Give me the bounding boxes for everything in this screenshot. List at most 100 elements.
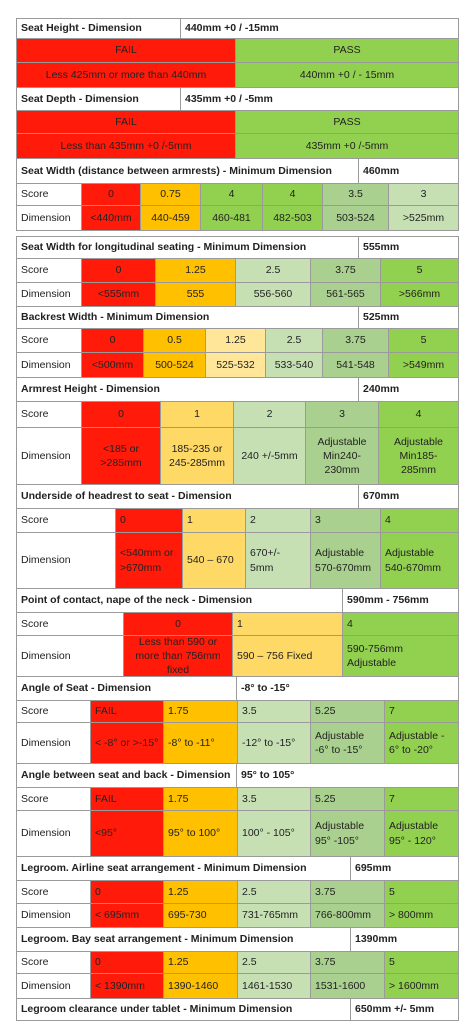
score-cell: 766-800mm xyxy=(310,903,385,928)
score-cell: 2.5 xyxy=(237,951,311,974)
score-cell: 0 xyxy=(81,258,156,283)
score-cell: 1 xyxy=(160,401,234,428)
score-cell: 1.25 xyxy=(163,951,238,974)
score-cell: 533-540 xyxy=(265,352,323,378)
score-cell: 670+/- 5mm xyxy=(245,532,311,589)
score-cell: 2.5 xyxy=(237,880,311,904)
score-cell: 5.25 xyxy=(310,787,385,811)
score-cell: 0 xyxy=(90,880,164,904)
score-cell: 3 xyxy=(305,401,379,428)
score-cell: 1.25 xyxy=(163,880,238,904)
section-title: Seat Depth - Dimension xyxy=(16,87,181,111)
row-label: Score xyxy=(16,401,82,428)
section-title: Seat Width for longitudinal seating - Mi… xyxy=(16,236,359,259)
score-cell: 3.5 xyxy=(237,787,311,811)
score-cell: 695-730 xyxy=(163,903,238,928)
score-cell: 1.75 xyxy=(163,787,238,811)
score-cell: 3.5 xyxy=(322,183,389,206)
section-title: Backrest Width - Minimum Dimension xyxy=(16,306,359,329)
score-cell: Adjustable 540-670mm xyxy=(380,532,459,589)
score-cell: 0 xyxy=(81,328,144,353)
section-spec: 460mm xyxy=(358,158,459,184)
score-cell: 460-481 xyxy=(200,205,263,231)
score-cell: < -8° or >-15° xyxy=(90,722,164,764)
score-cell: <440mm xyxy=(81,205,141,231)
section-spec: 650mm +/- 5mm xyxy=(350,998,459,1021)
score-cell: > 800mm xyxy=(384,903,459,928)
section-spec: 590mm - 756mm xyxy=(342,588,459,613)
row-label: Dimension xyxy=(16,205,82,231)
score-cell: 3.75 xyxy=(310,258,381,283)
section-spec: 240mm xyxy=(358,377,459,402)
section-spec: 670mm xyxy=(358,484,459,509)
score-cell: Adjustable 95° -105° xyxy=(310,810,385,857)
section-title: Seat Width (distance between armrests) -… xyxy=(16,158,359,184)
section-title: Legroom clearance under tablet - Minimum… xyxy=(16,998,351,1021)
score-cell: FAIL xyxy=(90,700,164,723)
score-cell: 435mm +0 /-5mm xyxy=(235,133,459,159)
score-cell: 5 xyxy=(384,880,459,904)
section-title: Seat Height - Dimension xyxy=(16,18,181,39)
score-cell: 1390-1460 xyxy=(163,973,238,999)
score-cell: 5.25 xyxy=(310,700,385,723)
score-cell: Adjustable 570-670mm xyxy=(310,532,381,589)
score-cell: 561-565 xyxy=(310,282,381,307)
score-cell: 1.25 xyxy=(205,328,266,353)
score-cell: 3 xyxy=(388,183,459,206)
score-cell: 555 xyxy=(155,282,236,307)
section-title: Angle of Seat - Dimension xyxy=(16,676,237,701)
score-cell: 4 xyxy=(380,508,459,533)
score-cell: 590 – 756 Fixed xyxy=(232,635,343,677)
score-cell: 5 xyxy=(380,258,459,283)
score-cell: 541-548 xyxy=(322,352,389,378)
row-label: Score xyxy=(16,612,124,636)
score-cell: Less than 435mm +0 /-5mm xyxy=(16,133,236,159)
score-cell: FAIL xyxy=(16,38,236,63)
score-cell: 0.75 xyxy=(140,183,201,206)
row-label: Dimension xyxy=(16,427,82,485)
score-cell: 240 +/-5mm xyxy=(233,427,306,485)
score-cell: <95° xyxy=(90,810,164,857)
score-cell: Adjustable - 6° to -20° xyxy=(384,722,459,764)
section-title: Armrest Height - Dimension xyxy=(16,377,359,402)
score-cell: 4 xyxy=(262,183,323,206)
score-cell: 0 xyxy=(90,951,164,974)
score-cell: -12° to -15° xyxy=(237,722,311,764)
row-label: Score xyxy=(16,258,82,283)
score-cell: 4 xyxy=(378,401,459,428)
section-spec: 555mm xyxy=(358,236,459,259)
section-spec: 525mm xyxy=(358,306,459,329)
score-cell: 3 xyxy=(310,508,381,533)
score-cell: 2 xyxy=(233,401,306,428)
score-cell: 1.25 xyxy=(155,258,236,283)
row-label: Dimension xyxy=(16,722,91,764)
score-cell: 482-503 xyxy=(262,205,323,231)
score-cell: Adjustable Min240-230mm xyxy=(305,427,379,485)
score-cell: 7 xyxy=(384,787,459,811)
row-label: Score xyxy=(16,328,82,353)
row-label: Dimension xyxy=(16,532,116,589)
score-cell: 540 – 670 xyxy=(182,532,246,589)
score-cell: <555mm xyxy=(81,282,156,307)
score-cell: < 1390mm xyxy=(90,973,164,999)
score-cell: 0 xyxy=(123,612,233,636)
section-spec: 695mm xyxy=(350,856,459,881)
score-cell: FAIL xyxy=(16,110,236,134)
score-cell: 440-459 xyxy=(140,205,201,231)
score-cell: 4 xyxy=(342,612,459,636)
score-cell: 2.5 xyxy=(265,328,323,353)
score-cell: PASS xyxy=(235,110,459,134)
score-cell: >566mm xyxy=(380,282,459,307)
score-cell: 1531-1600 xyxy=(310,973,385,999)
score-cell: 3.75 xyxy=(322,328,389,353)
row-label: Dimension xyxy=(16,810,91,857)
score-cell: 1 xyxy=(182,508,246,533)
row-label: Score xyxy=(16,508,116,533)
score-cell: 3.75 xyxy=(310,880,385,904)
score-cell: 2 xyxy=(245,508,311,533)
score-cell: <500mm xyxy=(81,352,144,378)
score-cell: Adjustable Min185-285mm xyxy=(378,427,459,485)
score-cell: 1.75 xyxy=(163,700,238,723)
score-cell: 4 xyxy=(200,183,263,206)
